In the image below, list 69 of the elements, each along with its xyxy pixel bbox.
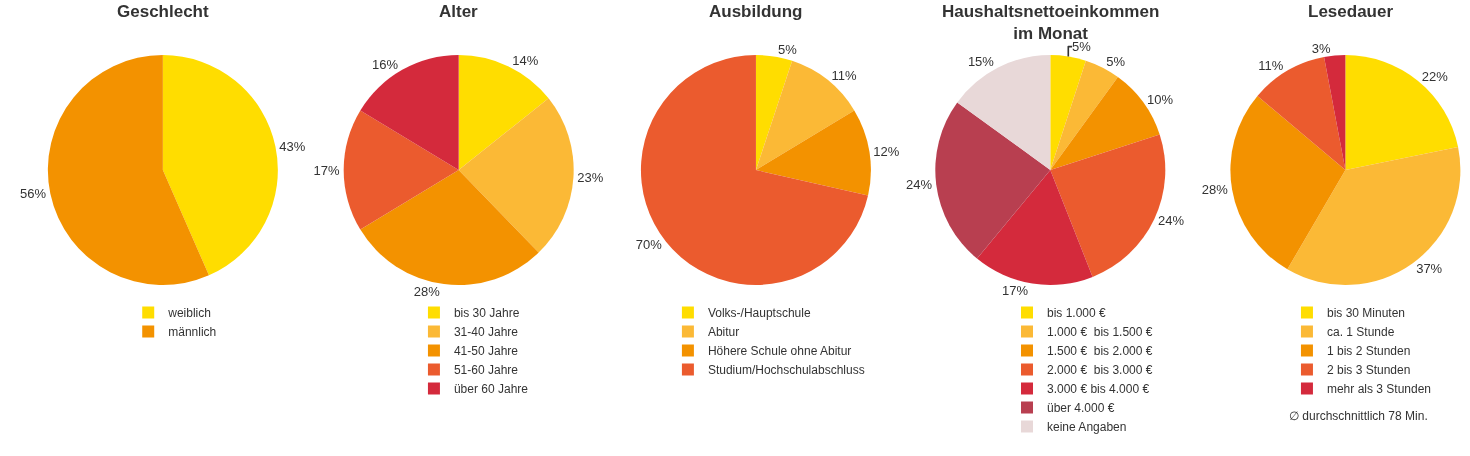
legend-label: bis 1.000 €	[1047, 306, 1107, 321]
pie-slice	[360, 55, 459, 170]
legend-label: ca. 1 Stunde	[1326, 325, 1395, 340]
legend-label: Höhere Schule ohne Abitur	[707, 344, 852, 359]
legend-label: Volks-/Hauptschule	[707, 306, 811, 321]
data-label: 14%	[512, 52, 539, 68]
pie-slice	[1257, 57, 1346, 170]
data-label: 28%	[413, 283, 441, 299]
legend-label: Studium/Hochschulabschluss	[707, 363, 865, 378]
pie-slice	[1287, 146, 1461, 285]
pie-slice	[458, 98, 574, 253]
data-label: 43%	[279, 138, 306, 154]
chart-title: Lesedauer	[1308, 2, 1394, 21]
pie-slice	[360, 170, 539, 285]
legend-label: bis 30 Minuten	[1326, 306, 1405, 321]
pie-slice	[1230, 95, 1346, 270]
pie-slice	[977, 170, 1093, 285]
data-label: 17%	[313, 162, 340, 178]
legend-label: Abitur	[707, 325, 740, 340]
data-label: 11%	[1258, 57, 1284, 73]
legend-label: über 4.000 €	[1047, 401, 1115, 416]
legend-label: mehr als 3 Stunden	[1326, 382, 1432, 397]
pie-slice	[755, 110, 871, 196]
legend-label: 31-40 Jahre	[453, 325, 519, 340]
chart-title: Alter	[439, 2, 479, 21]
pie-slice	[1345, 55, 1459, 170]
legend-label: über 60 Jahre	[453, 382, 529, 397]
pie-slice	[957, 55, 1051, 170]
legend-label: 3.000 € bis 4.000 €	[1047, 382, 1150, 397]
data-label: 3%	[1311, 40, 1331, 56]
legend-label: 1.000 € bis 1.500 €	[1047, 325, 1153, 340]
pie-slice	[935, 102, 1051, 259]
text: ∅ durchschnittlich 78 Min.	[1289, 409, 1428, 423]
data-label: 16%	[372, 56, 399, 72]
data-label: 17%	[1002, 283, 1029, 299]
legend-label: 2.000 € bis 3.000 €	[1047, 363, 1153, 378]
data-label: 5%	[1106, 54, 1126, 70]
legend-label: 2 bis 3 Stunden	[1326, 363, 1411, 378]
data-label: 15%	[967, 54, 995, 70]
data-label: 70%	[635, 237, 663, 253]
data-label: 11%	[831, 68, 857, 83]
data-label: 56%	[20, 186, 47, 202]
data-label: 24%	[1158, 212, 1185, 228]
legend-label: bis 30 Jahre	[453, 306, 520, 321]
legend-label: 51-60 Jahre	[453, 363, 519, 378]
data-label: 24%	[906, 177, 933, 193]
pie-slice	[755, 60, 855, 170]
pie-slice	[343, 110, 459, 230]
data-label: 12%	[873, 143, 900, 159]
legend-label: keine Angaben	[1047, 420, 1127, 435]
data-label: 28%	[1201, 182, 1229, 198]
legend-label: männlich	[168, 325, 217, 340]
data-label: 23%	[577, 169, 604, 185]
pie-slice	[162, 55, 278, 276]
legend-label: 1 bis 2 Stunden	[1326, 344, 1411, 359]
legend-label: 41-50 Jahre	[453, 344, 519, 359]
data-label: 5%	[778, 41, 798, 57]
chart-title: Geschlecht	[117, 2, 209, 21]
pie-slice	[47, 55, 209, 285]
legend-label: weiblich	[167, 306, 211, 321]
legend-label: 1.500 € bis 2.000 €	[1047, 344, 1153, 359]
data-label: 10%	[1147, 92, 1174, 108]
pie-slice	[1050, 55, 1086, 170]
chart-title: Ausbildung	[709, 2, 803, 21]
pie-slice	[458, 55, 549, 170]
data-label: 22%	[1421, 68, 1449, 84]
pie-slice	[755, 55, 793, 170]
data-label: 5%	[1072, 39, 1092, 55]
data-label: 37%	[1416, 260, 1443, 276]
